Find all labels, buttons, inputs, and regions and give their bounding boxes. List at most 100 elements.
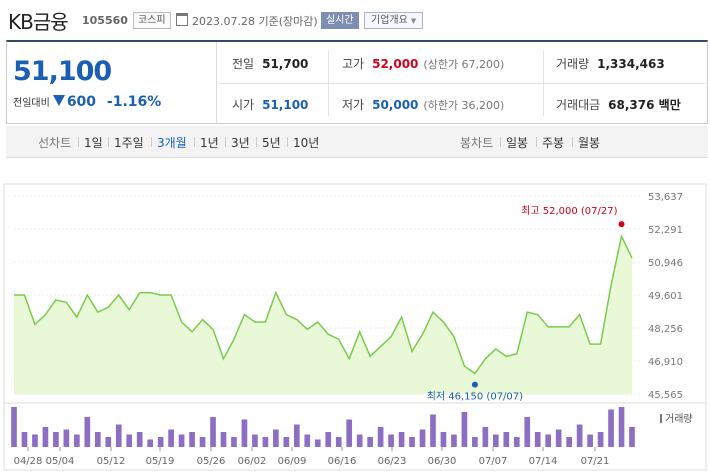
stock-code: 105560	[82, 14, 128, 27]
base-date: 2023.07.28 기준(장마감)	[192, 15, 318, 28]
volume-bar	[126, 434, 133, 447]
volume-bar	[147, 439, 154, 447]
stock-name: KB금융	[8, 10, 69, 34]
company-info-dropdown[interactable]: 기업개요 ▼	[364, 12, 424, 29]
volume-bar	[199, 437, 206, 447]
volume-bar	[220, 432, 227, 447]
volume-bar	[492, 434, 499, 447]
volume-bar	[534, 432, 541, 447]
price-chart[interactable]: 53,637 52,291 50,946 49,601 48,256 46,910 45,5…	[0, 160, 710, 472]
x-tick-label: 04/28	[14, 456, 43, 467]
tab-1y[interactable]: 1년	[200, 136, 219, 150]
volume-bar	[629, 427, 635, 447]
divider	[151, 137, 152, 147]
candle-chart-label[interactable]: 봉차트	[460, 136, 494, 150]
divider	[256, 137, 257, 147]
tab-5y[interactable]: 5년	[262, 136, 281, 150]
volume-bar	[472, 437, 478, 447]
volume-bar	[189, 432, 195, 447]
volume-bar	[84, 417, 91, 447]
volume-bar	[597, 432, 604, 447]
stat-low: 저가 50,000 (하한가 36,200)	[342, 96, 504, 113]
divider	[225, 137, 226, 147]
volume-bar	[11, 407, 17, 447]
current-price: 51,100	[13, 56, 112, 87]
volume-bar	[325, 432, 332, 447]
change-label: 전일대비	[13, 98, 50, 109]
x-tick-label: 07/07	[479, 456, 508, 467]
stat-volume: 거래량 1,334,463	[556, 55, 665, 72]
volume-bar	[63, 429, 70, 447]
x-tick-label: 06/23	[378, 456, 407, 467]
stat-label: 거래량	[556, 57, 590, 71]
stat-prev-close: 전일 51,700	[232, 55, 308, 72]
y-tick-label: 49,601	[648, 291, 683, 302]
line-chart-label[interactable]: 선차트	[38, 136, 72, 150]
y-tick-label: 53,637	[648, 192, 683, 203]
stat-value: 51,700	[262, 57, 309, 71]
volume-bar	[105, 437, 112, 447]
stock-header: KB금융 105560 코스피 2023.07.28 기준(장마감) 실시간 기…	[0, 0, 710, 40]
stat-value: 1,334,463	[597, 57, 665, 71]
company-info-label: 기업개요	[371, 15, 408, 26]
volume-legend-mark	[660, 414, 662, 423]
volume-bar	[262, 437, 269, 447]
volume-bar	[42, 427, 49, 447]
volume-bar	[545, 434, 552, 447]
volume-bar	[618, 407, 625, 447]
tab-3y[interactable]: 3년	[231, 136, 250, 150]
volume-bar	[587, 434, 593, 447]
volume-bar	[356, 434, 363, 447]
x-tick-label: 06/02	[238, 456, 267, 467]
volume-bar	[32, 434, 38, 447]
x-tick-label: 06/30	[428, 456, 457, 467]
stat-value: 52,000	[372, 57, 419, 71]
volume-bar	[94, 432, 101, 447]
tab-monthly[interactable]: 월봉	[578, 136, 601, 150]
chevron-down-icon: ▼	[410, 17, 417, 25]
y-tick-label: 45,565	[648, 390, 683, 401]
tab-weekly[interactable]: 주봉	[542, 136, 565, 150]
divider	[108, 137, 109, 147]
x-tick-label: 05/19	[146, 456, 175, 467]
high-marker	[618, 221, 625, 228]
low-annotation: 최저 46,150 (07/07)	[427, 391, 523, 403]
volume-bar	[21, 432, 28, 447]
upper-limit: (상한가 67,200)	[423, 58, 505, 71]
x-tick-label: 05/12	[97, 456, 126, 467]
volume-bar	[503, 432, 510, 447]
stat-open: 시가 51,100	[232, 96, 308, 113]
lower-limit: (하한가 36,200)	[423, 99, 505, 112]
tab-daily[interactable]: 일봉	[506, 136, 529, 150]
stat-label: 거래대금	[556, 98, 601, 112]
y-tick-label: 50,946	[648, 258, 683, 269]
volume-bar	[53, 432, 59, 447]
volume-bar	[74, 434, 80, 447]
volume-bar	[555, 429, 562, 447]
tab-1d[interactable]: 1일	[84, 136, 103, 150]
tab-10y[interactable]: 10년	[293, 136, 320, 150]
volume-bar	[136, 432, 143, 447]
volume-bar	[409, 437, 415, 447]
chart-frame	[3, 183, 707, 471]
stat-value: 51,100	[262, 98, 309, 112]
tab-1w[interactable]: 1주일	[114, 136, 144, 150]
volume-bar	[451, 434, 457, 447]
change-percent: -1.16%	[106, 94, 162, 110]
y-tick-label: 46,910	[648, 357, 683, 368]
stat-value: 68,376 백만	[608, 98, 681, 112]
stat-label: 저가	[342, 98, 365, 112]
chart-period-tabs: 선차트 1일 1주일 3개월 1년 3년 5년 10년 봉차트 일봉 주봉 월봉	[6, 126, 708, 158]
y-tick-label: 48,256	[648, 324, 683, 335]
volume-bar	[566, 437, 572, 447]
volume-bar	[398, 432, 405, 447]
realtime-button[interactable]: 실시간	[321, 12, 359, 29]
down-arrow-icon	[52, 95, 65, 106]
volume-bar	[608, 409, 614, 447]
stats-grid: 전일 51,700 고가 52,000 (상한가 67,200) 거래량 1,334,4…	[218, 42, 708, 124]
stat-value: 50,000	[372, 98, 419, 112]
tab-3m[interactable]: 3개월	[157, 136, 187, 150]
volume-bar	[168, 429, 174, 447]
volume-legend-label: 거래량	[665, 413, 693, 425]
price-area	[14, 236, 632, 394]
